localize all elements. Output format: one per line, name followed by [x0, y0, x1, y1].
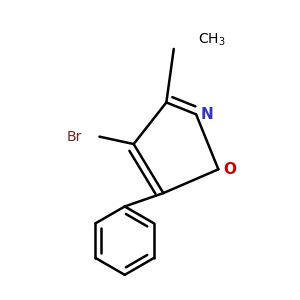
Text: N: N [201, 107, 214, 122]
Text: Br: Br [66, 130, 82, 144]
Text: CH$_3$: CH$_3$ [198, 32, 225, 48]
Text: O: O [223, 162, 236, 177]
